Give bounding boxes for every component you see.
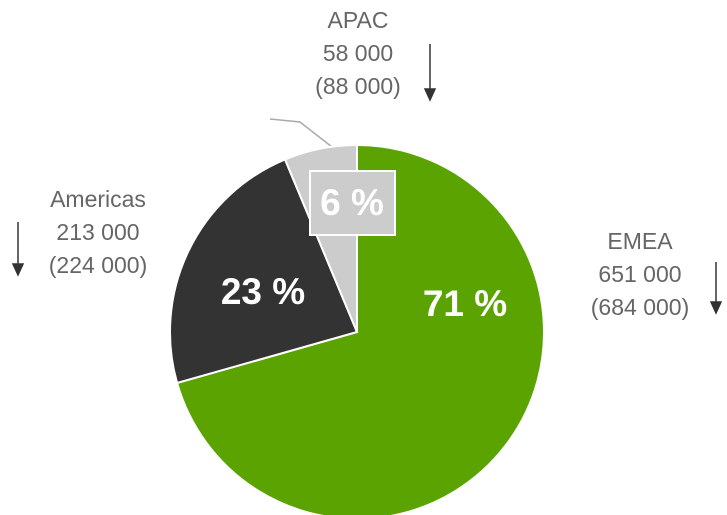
value-label: 213 000 <box>56 219 139 245</box>
slice <box>169 158 359 385</box>
previous-label: (88 000) <box>315 73 401 99</box>
previous-label: (684 000) <box>591 294 689 320</box>
slice <box>175 143 545 515</box>
arrows <box>11 44 723 315</box>
category-label: APAC <box>328 7 389 33</box>
value-label: 58 000 <box>323 40 393 66</box>
category-label: Americas <box>50 186 146 212</box>
previous-label: (224 000) <box>49 252 147 278</box>
arrow-head <box>709 301 723 315</box>
percent-label: 23 % <box>221 271 305 312</box>
percent-box <box>309 170 396 236</box>
leader-line <box>269 118 333 148</box>
arrow-head <box>423 88 437 102</box>
category-label: EMEA <box>607 228 673 254</box>
arrow-head <box>11 263 25 277</box>
value-label: 651 000 <box>598 261 681 287</box>
percent-label: 6 % <box>320 182 384 223</box>
percent-label: 71 % <box>423 283 507 324</box>
